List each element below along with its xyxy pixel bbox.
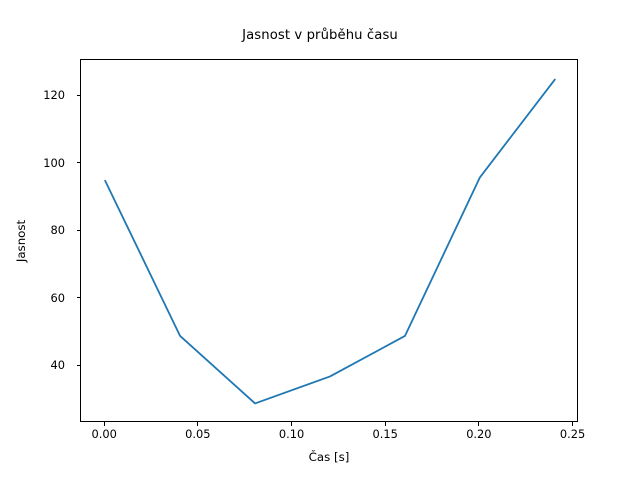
- x-tick-label: 0.10: [278, 427, 305, 441]
- y-tick-label: 80: [50, 223, 66, 238]
- x-tick-label: 0.25: [559, 427, 586, 441]
- data-series-line: [104, 78, 556, 405]
- x-axis-label: Čas [s]: [308, 450, 350, 464]
- y-axis-label: Jasnost: [14, 219, 28, 262]
- x-tick-label: 0.20: [466, 427, 492, 441]
- y-tick-mark: [76, 364, 80, 366]
- plot-axes: [80, 59, 578, 422]
- y-tick-mark: [76, 162, 80, 164]
- y-tick-label: 100: [43, 155, 65, 170]
- x-tick-mark: [384, 422, 386, 426]
- x-tick-mark: [572, 422, 574, 426]
- y-tick-label: 120: [43, 88, 65, 103]
- x-tick-mark: [197, 422, 199, 426]
- x-tick-mark: [103, 422, 105, 426]
- y-tick-mark: [76, 94, 80, 96]
- y-tick-mark: [76, 229, 80, 231]
- x-tick-mark: [478, 422, 480, 426]
- x-tick-label: 0.00: [91, 427, 117, 441]
- x-tick-label: 0.15: [372, 427, 398, 441]
- y-tick-label: 40: [50, 358, 66, 373]
- y-axis-label-wrapper: Jasnost: [12, 59, 30, 422]
- y-tick-mark: [76, 297, 80, 299]
- line-plot-svg: [104, 78, 556, 405]
- y-tick-label: 60: [50, 290, 66, 305]
- x-tick-label: 0.05: [185, 427, 211, 441]
- x-tick-mark: [290, 422, 293, 426]
- chart-title: Jasnost v průběhu času: [242, 28, 398, 43]
